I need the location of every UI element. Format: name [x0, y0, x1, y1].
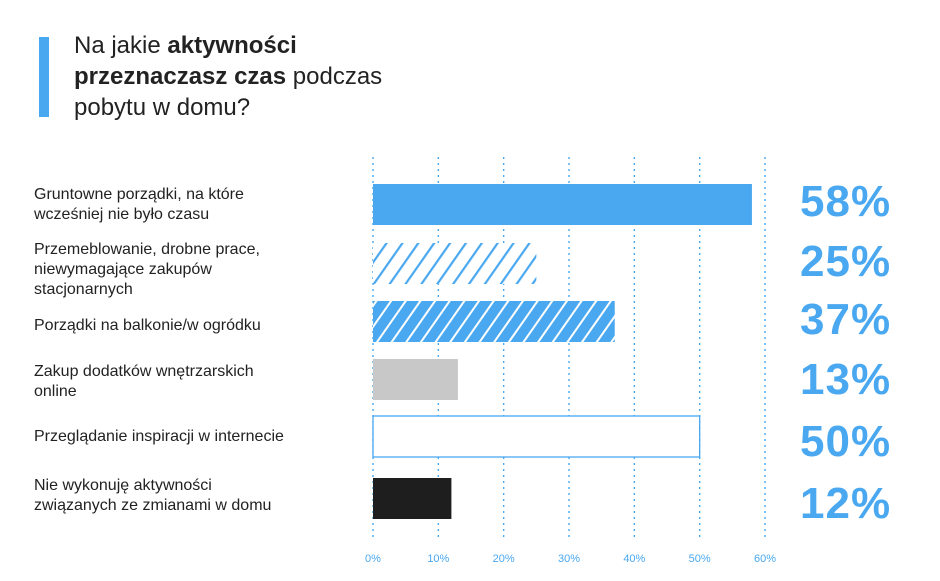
- category-label-line: Przeglądanie inspiracji w internecie: [34, 428, 284, 445]
- x-tick-label: 30%: [558, 553, 580, 565]
- chart-title: Na jakie aktywności przeznaczasz czas po…: [74, 30, 454, 123]
- value-label: 58%: [800, 177, 892, 226]
- category-label: Gruntowne porządki, na które wcześniej ni…: [34, 185, 364, 225]
- category-label-line: Nie wykonuję aktywności: [34, 477, 212, 494]
- category-label-line: online: [34, 383, 77, 400]
- category-label-line: Gruntowne porządki, na które: [34, 186, 244, 203]
- x-tick-label: 10%: [427, 553, 449, 565]
- category-label-line: niewymagające zakupów: [34, 261, 212, 278]
- category-label-line: Zakup dodatków wnętrzarskich: [34, 363, 254, 380]
- bar: [373, 301, 615, 342]
- title-bold-2: przeznaczasz czas: [74, 63, 287, 90]
- value-label: 13%: [800, 355, 892, 404]
- category-label: Nie wykonuję aktywności związanych ze zmi…: [34, 476, 364, 516]
- category-label-line: stacjonarnych: [34, 281, 133, 298]
- title-bold-1: aktywności: [167, 32, 297, 59]
- title-accent-bar: [39, 37, 49, 117]
- value-label: 37%: [800, 295, 892, 344]
- category-label: Przeglądanie inspiracji w internecie: [34, 427, 364, 447]
- bar: [373, 359, 458, 400]
- title-text-3: pobytu w domu?: [74, 94, 251, 121]
- category-label: Porządki na balkonie/w ogródku: [34, 316, 364, 336]
- title-text-2: podczas: [286, 63, 383, 90]
- value-label: 50%: [800, 417, 892, 466]
- x-axis-ticks: 0% 10% 20% 30% 40% 50% 60%: [365, 553, 776, 565]
- category-label: Zakup dodatków wnętrzarskich online: [34, 362, 364, 402]
- x-tick-label: 20%: [493, 553, 515, 565]
- bar: [372, 415, 701, 458]
- category-label: Przemeblowanie, drobne prace, niewymagają…: [34, 240, 364, 300]
- bar: [373, 243, 537, 284]
- x-tick-label: 50%: [689, 553, 711, 565]
- value-label: 25%: [800, 237, 892, 286]
- category-label-line: Porządki na balkonie/w ogródku: [34, 317, 261, 334]
- category-label-line: wcześniej nie było czasu: [34, 206, 210, 223]
- x-tick-label: 60%: [754, 553, 776, 565]
- x-tick-label: 40%: [623, 553, 645, 565]
- x-tick-label: 0%: [365, 553, 381, 565]
- category-label-line: Przemeblowanie, drobne prace,: [34, 241, 260, 258]
- bars: [372, 184, 752, 519]
- title-text-1: Na jakie: [74, 32, 168, 59]
- grid-ticks: [372, 157, 766, 540]
- category-label-line: związanych ze zmianami w domu: [34, 497, 272, 514]
- value-label: 12%: [800, 479, 892, 528]
- bar: [373, 478, 452, 519]
- bar: [373, 184, 752, 225]
